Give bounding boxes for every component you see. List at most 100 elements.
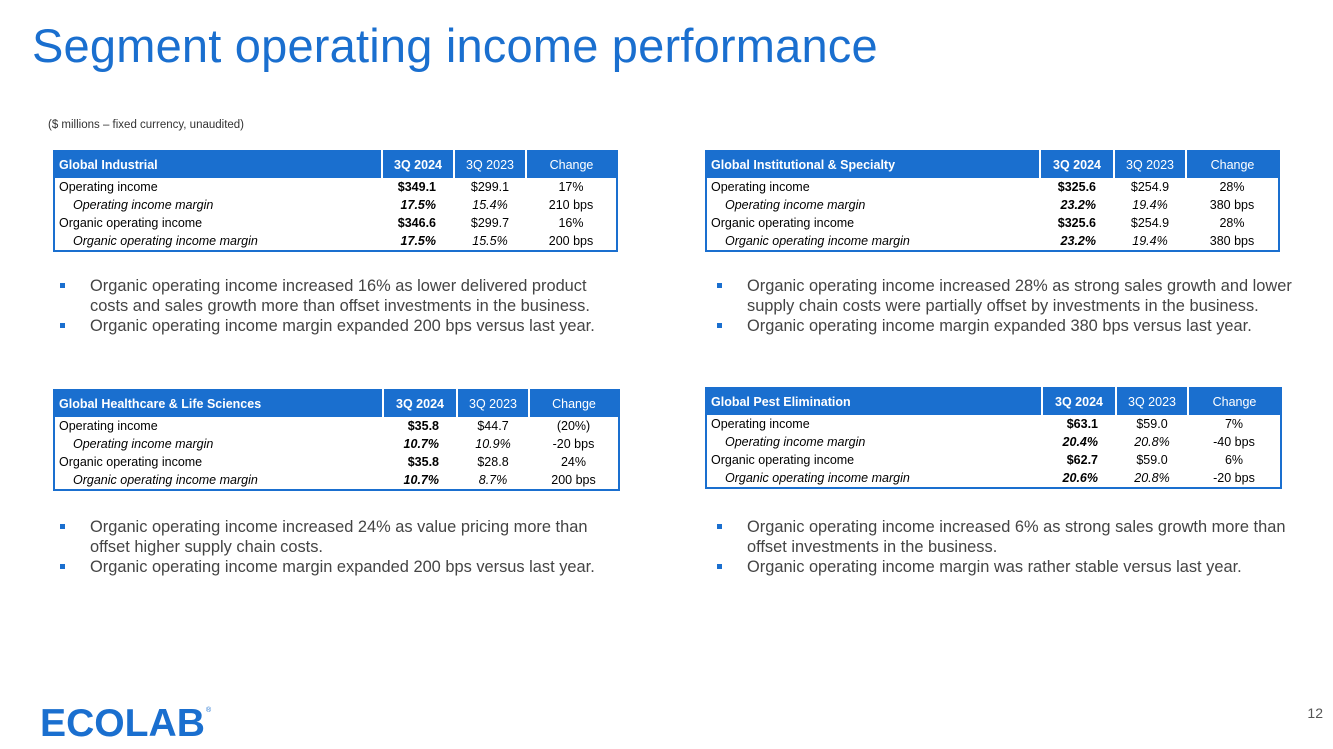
segment-table-institutional: Global Institutional & Specialty 3Q 2024… (705, 150, 1280, 252)
value-current: 23.2% (1060, 197, 1096, 212)
header-current: 3Q 2024 (381, 151, 454, 178)
value-current: $346.6 (397, 215, 436, 230)
bullet-square-icon (60, 283, 65, 288)
value-change: 210 bps (548, 197, 594, 212)
header-prior: 3Q 2023 (453, 151, 526, 178)
value-current: $349.1 (397, 179, 436, 194)
row-label: Operating income (711, 179, 810, 194)
table-row: Operating income margin 23.2% 19.4% 380 … (706, 196, 1279, 214)
list-item: Organic operating income margin expanded… (713, 316, 1313, 336)
value-current: 10.7% (403, 436, 439, 451)
table-row: Organic operating income margin 23.2% 19… (706, 232, 1279, 251)
value-prior: $59.0 (1136, 452, 1168, 467)
table-row: Organic operating income margin 20.6% 20… (706, 469, 1281, 488)
bullet-square-icon (717, 283, 722, 288)
value-current: $35.8 (407, 454, 439, 469)
value-current: $325.6 (1057, 215, 1096, 230)
header-current: 3Q 2024 (1041, 388, 1116, 415)
value-prior: 20.8% (1134, 434, 1170, 449)
row-label: Organic operating income (711, 452, 855, 467)
ecolab-logo: ECOLAB ® (40, 703, 212, 739)
value-current: 20.6% (1062, 470, 1098, 485)
segment-table-industrial: Global Industrial 3Q 2024 3Q 2023 Change… (53, 150, 618, 252)
value-current: $35.8 (407, 418, 439, 433)
value-current: $325.6 (1057, 179, 1096, 194)
row-label: Organic operating income margin (73, 233, 258, 248)
svg-text:®: ® (206, 706, 212, 714)
row-label: Operating income margin (725, 434, 866, 449)
value-prior: 10.9% (475, 436, 511, 451)
value-change: 28% (1219, 215, 1245, 230)
value-prior: 19.4% (1132, 233, 1168, 248)
page-number: 12 (1307, 705, 1323, 721)
value-change: -20 bps (1213, 470, 1255, 485)
value-prior: 20.8% (1134, 470, 1170, 485)
bullet-list-institutional: Organic operating income increased 28% a… (713, 276, 1313, 336)
value-change: 17% (558, 179, 584, 194)
bullet-square-icon (717, 524, 722, 529)
value-change: 380 bps (1209, 233, 1255, 248)
bullet-square-icon (60, 323, 65, 328)
header-prior: 3Q 2023 (456, 390, 529, 417)
table-row: Operating income margin 10.7% 10.9% -20 … (54, 435, 619, 453)
row-label: Operating income margin (73, 436, 214, 451)
table-row: Operating income margin 17.5% 15.4% 210 … (54, 196, 617, 214)
value-change: 380 bps (1209, 197, 1255, 212)
header-current: 3Q 2024 (1039, 151, 1114, 178)
value-change: -40 bps (1213, 434, 1255, 449)
value-prior: 8.7% (478, 472, 508, 487)
logo-wordmark: ECOLAB (40, 703, 205, 739)
header-change: Change (525, 151, 617, 178)
header-change: Change (528, 390, 619, 417)
row-label: Operating income margin (73, 197, 214, 212)
value-prior: $59.0 (1136, 416, 1168, 431)
list-item: Organic operating income margin expanded… (56, 557, 626, 577)
value-change: 16% (558, 215, 584, 230)
bullet-square-icon (717, 323, 722, 328)
list-item: Organic operating income increased 28% a… (713, 276, 1313, 316)
page-title: Segment operating income performance (32, 19, 878, 72)
value-current: $62.7 (1066, 452, 1098, 467)
value-change: -20 bps (552, 436, 595, 451)
row-label: Organic operating income (711, 215, 855, 230)
value-prior: $254.9 (1130, 215, 1170, 230)
value-current: 17.5% (400, 197, 436, 212)
row-label: Organic operating income margin (73, 472, 258, 487)
table-row: Organic operating income margin 10.7% 8.… (54, 471, 619, 490)
value-current: 17.5% (400, 233, 436, 248)
units-note: ($ millions – fixed currency, unaudited) (48, 119, 245, 131)
value-prior: $299.7 (470, 215, 510, 230)
value-prior: 15.5% (472, 233, 508, 248)
value-change: 24% (560, 454, 587, 469)
header-prior: 3Q 2023 (1115, 388, 1188, 415)
row-label: Operating income (59, 418, 158, 433)
row-label: Operating income (711, 416, 810, 431)
value-change: 28% (1219, 179, 1245, 194)
value-prior: $299.1 (470, 179, 510, 194)
table-row: Organic operating income margin 17.5% 15… (54, 232, 617, 251)
value-prior: $28.8 (477, 454, 509, 469)
value-current: 10.7% (403, 472, 439, 487)
value-change: 6% (1224, 452, 1244, 467)
bullet-list-pest: Organic operating income increased 6% as… (713, 517, 1313, 577)
table-row: Operating income $63.1 $59.0 7% (706, 415, 1281, 433)
segment-name: Global Pest Elimination (706, 388, 1042, 415)
value-change: 200 bps (551, 472, 596, 487)
table-row: Operating income $349.1 $299.1 17% (54, 178, 617, 196)
bullet-list-healthcare: Organic operating income increased 24% a… (56, 517, 626, 577)
value-current: 23.2% (1060, 233, 1096, 248)
list-item: Organic operating income margin expanded… (56, 316, 626, 336)
value-change: 7% (1224, 416, 1244, 431)
row-label: Operating income margin (725, 197, 866, 212)
segment-table-healthcare: Global Healthcare & Life Sciences 3Q 202… (53, 389, 620, 491)
table-row: Organic operating income $346.6 $299.7 1… (54, 214, 617, 232)
segment-name: Global Industrial (54, 151, 382, 178)
row-label: Organic operating income (59, 215, 203, 230)
list-item: Organic operating income increased 16% a… (56, 276, 626, 316)
bullet-square-icon (717, 564, 722, 569)
segment-name: Global Healthcare & Life Sciences (54, 390, 383, 417)
list-item: Organic operating income increased 6% as… (713, 517, 1313, 557)
row-label: Operating income (59, 179, 158, 194)
list-item: Organic operating income increased 24% a… (56, 517, 626, 557)
header-change: Change (1187, 388, 1281, 415)
